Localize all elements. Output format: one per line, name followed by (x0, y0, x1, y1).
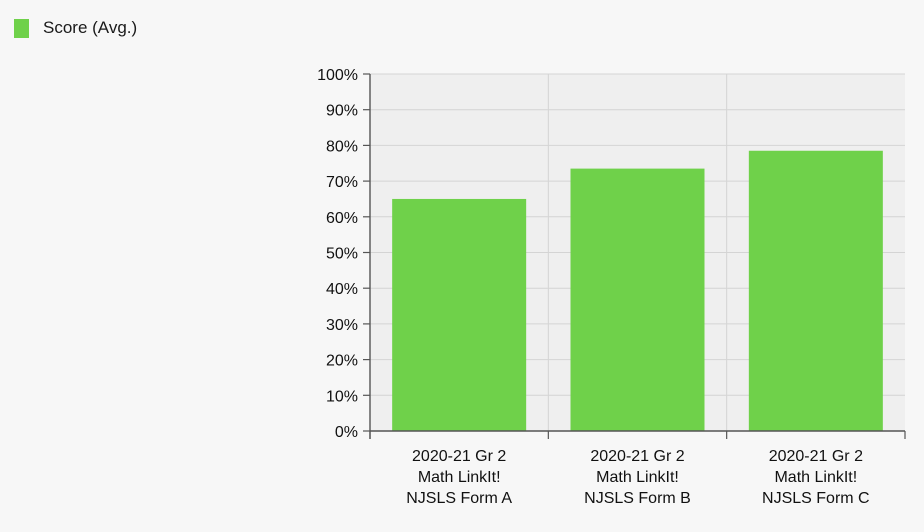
x-category-label-line: Math LinkIt! (418, 469, 501, 486)
x-category-label-line: NJSLS Form C (762, 490, 870, 507)
x-category-label: 2020-21 Gr 2 Math LinkIt! NJSLS Form A (406, 448, 512, 507)
y-tick-label: 80% (326, 138, 358, 155)
x-category-label-line: 2020-21 Gr 2 (590, 448, 684, 465)
y-tick-label: 30% (326, 317, 358, 334)
y-tick-label: 50% (326, 246, 358, 263)
x-category-label: 2020-21 Gr 2 Math LinkIt! NJSLS Form B (584, 448, 691, 507)
x-category-label-line: Math LinkIt! (596, 469, 679, 486)
legend: Score (Avg.) (14, 18, 137, 38)
legend-swatch-icon (14, 18, 29, 38)
y-tick-label: 40% (326, 281, 358, 298)
y-tick-label: 20% (326, 353, 358, 370)
y-tick-label: 10% (326, 388, 358, 405)
x-category-label-line: NJSLS Form B (584, 490, 691, 507)
x-category-label-line: Math LinkIt! (774, 469, 857, 486)
legend-label: Score (Avg.) (43, 18, 138, 37)
y-tick-label: 90% (326, 103, 358, 120)
x-category-label-line: 2020-21 Gr 2 (412, 448, 506, 465)
x-category-label-line: NJSLS Form A (406, 490, 512, 507)
x-category-label-line: 2020-21 Gr 2 (769, 448, 863, 465)
y-tick-label: 60% (326, 210, 358, 227)
bar-1 (392, 198, 527, 431)
y-tick-label: 100% (317, 67, 358, 84)
bar-3 (748, 150, 883, 431)
y-tick-label: 0% (335, 424, 358, 441)
x-category-label: 2020-21 Gr 2 Math LinkIt! NJSLS Form C (762, 448, 870, 507)
bar-2 (570, 168, 705, 432)
y-tick-label: 70% (326, 174, 358, 191)
